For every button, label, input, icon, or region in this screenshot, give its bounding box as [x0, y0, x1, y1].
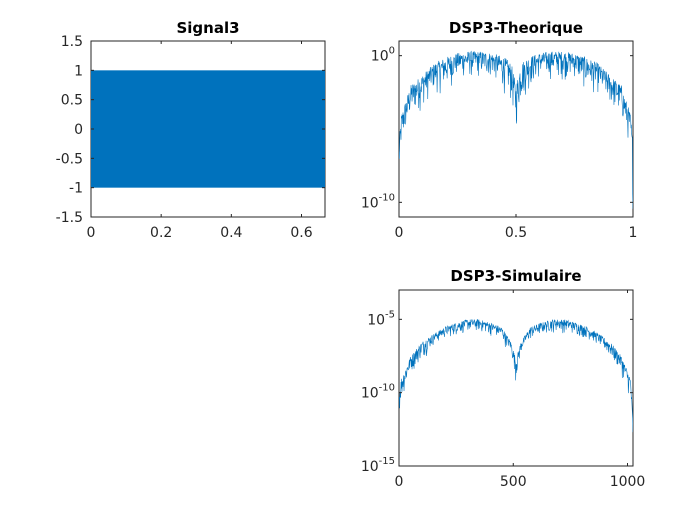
x-tick-label: 0: [395, 474, 404, 490]
y-tick-label: 10-10: [361, 383, 395, 402]
y-tick-label: 1: [74, 63, 83, 79]
y-tick-label: 1.5: [61, 34, 83, 50]
y-tick-label: -0.5: [56, 151, 83, 167]
x-tick-label: 0.2: [150, 225, 172, 241]
subplot-signal3: 0 0.2 0.4 0.6 1.5 1 0.5 0 -0.5 -1 -1.5 Signal3: [56, 19, 326, 241]
series-line-dsp3-theorique: [399, 50, 633, 209]
y-tick-exponent: -5: [385, 309, 395, 320]
y-tick-exponent: -10: [379, 383, 395, 394]
y-tick-base: 10: [367, 312, 385, 328]
y-tick-base: 10: [361, 195, 379, 211]
y-tick-base: 10: [361, 459, 379, 475]
y-tick-label: 0: [74, 122, 83, 138]
x-tick-label: 0.6: [290, 225, 312, 241]
x-tick-label: 0.5: [505, 225, 527, 241]
y-tick-label: -1: [69, 181, 83, 197]
x-tick-label: 1: [629, 225, 638, 241]
plot-marks-dsp3-theorique: [399, 50, 633, 209]
y-tick-label: 10-10: [361, 192, 395, 211]
series-band-signal3: [91, 70, 325, 188]
y-tick-exponent: -15: [379, 456, 395, 467]
y-tick-label: 10-5: [367, 309, 395, 328]
y-tick-base: 10: [371, 49, 389, 65]
y-tick-label: -1.5: [56, 210, 83, 226]
plot-marks-dsp3-simulaire: [399, 319, 633, 433]
x-tick-label: 500: [500, 474, 527, 490]
chart-title-dsp3-theorique: DSP3-Theorique: [449, 19, 583, 37]
y-tick-label: 10-15: [361, 456, 395, 475]
series-line-dsp3-simulaire: [399, 319, 633, 433]
chart-title-signal3: Signal3: [176, 19, 239, 37]
y-tick-exponent: 0: [389, 46, 395, 57]
chart-title-dsp3-simulaire: DSP3-Simulaire: [450, 267, 581, 285]
x-tick-label: 1000: [610, 474, 646, 490]
y-tick-exponent: -10: [379, 192, 395, 203]
plot-marks-signal3: [91, 70, 325, 188]
y-tick-label: 100: [371, 46, 395, 65]
x-tick-label: 0: [87, 225, 96, 241]
x-tick-label: 0: [395, 225, 404, 241]
y-tick-base: 10: [361, 386, 379, 402]
ticks-signal3: 0 0.2 0.4 0.6 1.5 1 0.5 0 -0.5 -1 -1.5: [56, 34, 325, 241]
x-tick-label: 0.4: [220, 225, 242, 241]
y-tick-label: 0.5: [61, 93, 83, 109]
